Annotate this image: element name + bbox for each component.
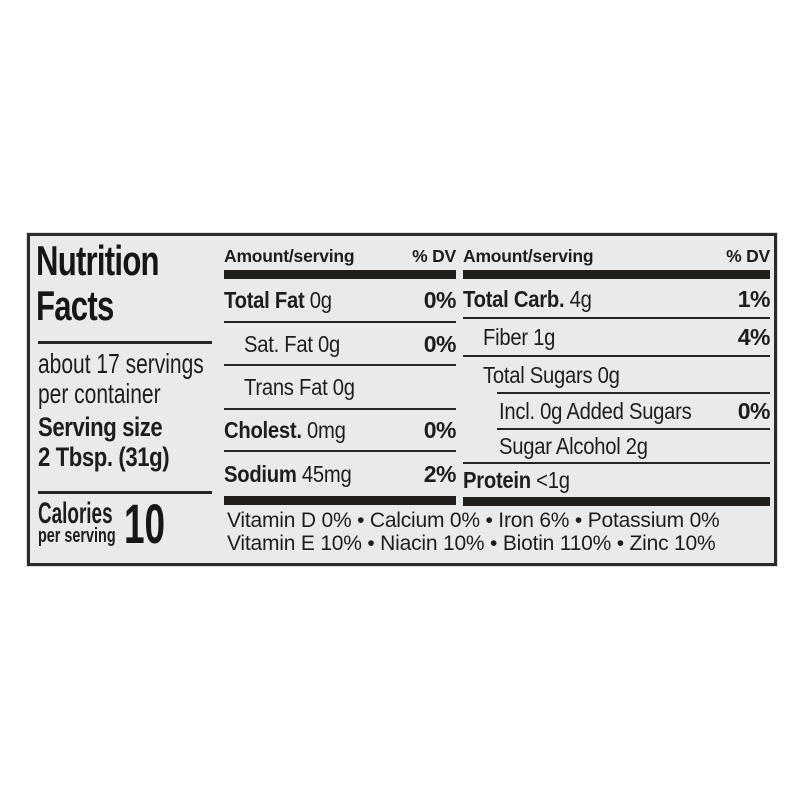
nutrient-dv: 0% (423, 330, 457, 357)
micronutrients: Vitamin D 0% • Calcium 0% • Iron 6% • Po… (227, 509, 787, 555)
nutrient-row-trans-fat: Trans Fat 0g (224, 366, 456, 410)
calories-value: 10 (124, 492, 166, 555)
nutrient-dv: 2% (423, 460, 457, 487)
nutrient-row-cholesterol: Cholest. 0mg 0% (224, 410, 457, 453)
servings-line1: about 17 servings (38, 348, 204, 379)
dv-header: % DV (412, 246, 456, 266)
calories-label: Calories (38, 497, 113, 530)
label-title-line2: Facts (36, 282, 114, 329)
nutrient-name: Protein (463, 466, 531, 493)
nutrient-amount: 45mg (301, 460, 352, 487)
serving-size-value: 2 Tbsp. (31g) (38, 442, 170, 472)
thick-bar (463, 270, 770, 279)
dv-header: % DV (726, 246, 770, 266)
nutrient-name: Sugar Alcohol (499, 433, 621, 459)
calories-sublabel: per serving (38, 525, 116, 547)
nutrient-column-middle: Amount/serving % DV Total Fat 0g 0% Sat. … (224, 242, 457, 505)
label-title: Nutrition Facts (36, 237, 160, 329)
nutrient-row-sat-fat: Sat. Fat 0g 0% (224, 323, 457, 367)
nutrient-amount: 0g (597, 361, 620, 388)
nutrient-row-fiber: Fiber 1g 4% (463, 319, 771, 357)
nutrient-amount: 4g (569, 285, 592, 312)
amount-serving-header: Amount/serving (224, 246, 355, 266)
nutrient-row-total-carb: Total Carb. 4g 1% (463, 279, 771, 319)
nutrient-amount: 0g (318, 330, 341, 357)
nutrient-name: Fiber (483, 324, 528, 351)
nutrient-name: Total Carb. (463, 285, 565, 312)
micronutrients-line1: Vitamin D 0% • Calcium 0% • Iron 6% • Po… (227, 509, 720, 532)
nutrient-amount: 0g (332, 374, 355, 401)
nutrient-row-total-sugars: Total Sugars 0g (463, 357, 770, 394)
thick-bar (224, 496, 456, 505)
nutrient-dv: 0% (737, 398, 771, 424)
nutrient-name: Sat. Fat (244, 330, 313, 357)
nutrient-column-right: Amount/serving % DV Total Carb. 4g 1% Fib… (463, 242, 771, 506)
nutrient-dv: 0% (423, 287, 457, 314)
thick-bar (463, 496, 770, 506)
nutrient-dv: 1% (737, 285, 771, 312)
nutrient-name: Trans Fat (244, 374, 328, 401)
micronutrients-line2: Vitamin E 10% • Niacin 10% • Biotin 110%… (227, 531, 716, 555)
nutrient-amount: 0g (309, 287, 332, 314)
nutrient-dv: 0% (423, 417, 457, 444)
nutrient-dv: 4% (737, 324, 771, 351)
nutrient-row-sugar-alcohol: Sugar Alcohol 2g (463, 430, 770, 464)
nutrient-name: Sodium (224, 460, 297, 487)
nutrient-row-sodium: Sodium 45mg 2% (224, 452, 457, 496)
nutrient-row-total-fat: Total Fat 0g 0% (224, 279, 457, 323)
nutrient-name: Incl. 0g Added Sugars (499, 398, 692, 424)
nutrient-row-protein: Protein <1g (463, 464, 770, 497)
nutrient-amount: 1g (533, 324, 556, 351)
divider (38, 491, 212, 494)
nutrient-name: Cholest. (224, 417, 302, 444)
column-header: Amount/serving % DV (463, 242, 770, 267)
nutrient-amount: 0mg (307, 417, 346, 444)
servings-per-container: about 17 servings per container (38, 349, 204, 409)
nutrient-amount: <1g (536, 466, 570, 493)
divider (38, 341, 212, 344)
label-title-line1: Nutrition (36, 237, 160, 284)
nutrition-facts-label: Nutrition Facts about 17 servings per co… (27, 233, 777, 566)
nutrient-row-added-sugars: Incl. 0g Added Sugars 0% (463, 394, 771, 430)
column-header: Amount/serving % DV (224, 242, 456, 267)
servings-line2: per container (38, 378, 161, 409)
nutrient-name: Total Sugars (483, 361, 593, 388)
nutrient-name: Total Fat (224, 287, 305, 314)
serving-size-label: Serving size (38, 412, 163, 442)
thick-bar (224, 270, 456, 279)
amount-serving-header: Amount/serving (463, 246, 594, 266)
serving-size: Serving size 2 Tbsp. (31g) (38, 412, 170, 472)
calories-block: Calories per serving (38, 497, 156, 547)
nutrient-amount: 2g (625, 433, 648, 459)
